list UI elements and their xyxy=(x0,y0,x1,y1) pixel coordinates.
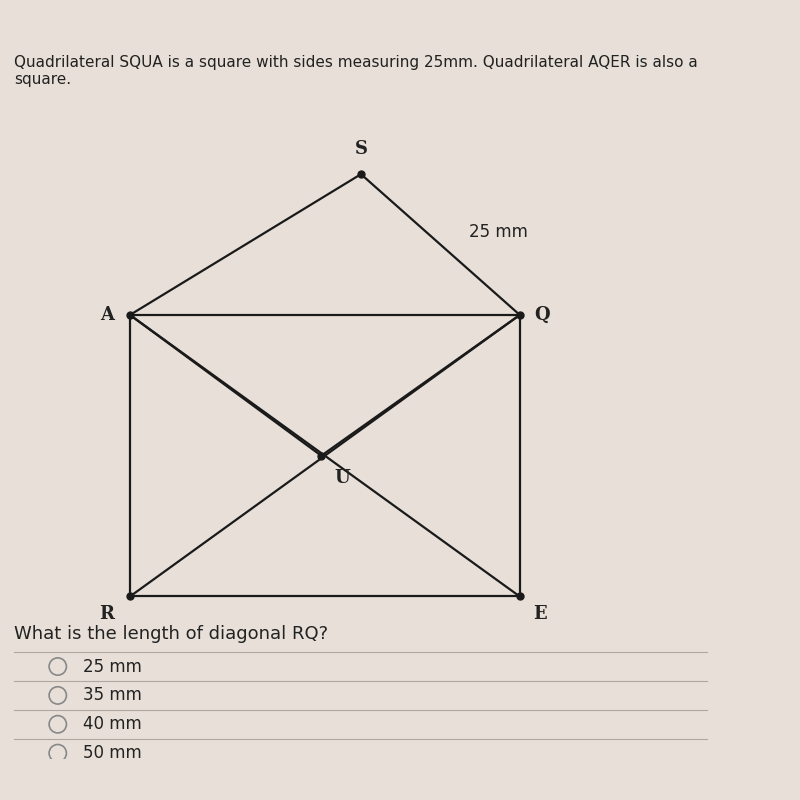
Text: 35 mm: 35 mm xyxy=(83,686,142,704)
Text: Q: Q xyxy=(534,306,550,324)
Text: A: A xyxy=(100,306,114,324)
Text: S: S xyxy=(354,140,367,158)
Text: 50 mm: 50 mm xyxy=(83,744,142,762)
Text: R: R xyxy=(99,605,114,623)
Text: Quadrilateral SQUA is a square with sides measuring 25mm. Quadrilateral AQER is : Quadrilateral SQUA is a square with side… xyxy=(14,55,698,70)
Text: What is the length of diagonal RQ?: What is the length of diagonal RQ? xyxy=(14,626,329,643)
Text: 25 mm: 25 mm xyxy=(470,222,528,241)
Text: 40 mm: 40 mm xyxy=(83,715,142,734)
Text: 25 mm: 25 mm xyxy=(83,658,142,675)
Text: E: E xyxy=(533,605,546,623)
Text: square.: square. xyxy=(14,72,71,86)
Text: U: U xyxy=(334,469,350,486)
